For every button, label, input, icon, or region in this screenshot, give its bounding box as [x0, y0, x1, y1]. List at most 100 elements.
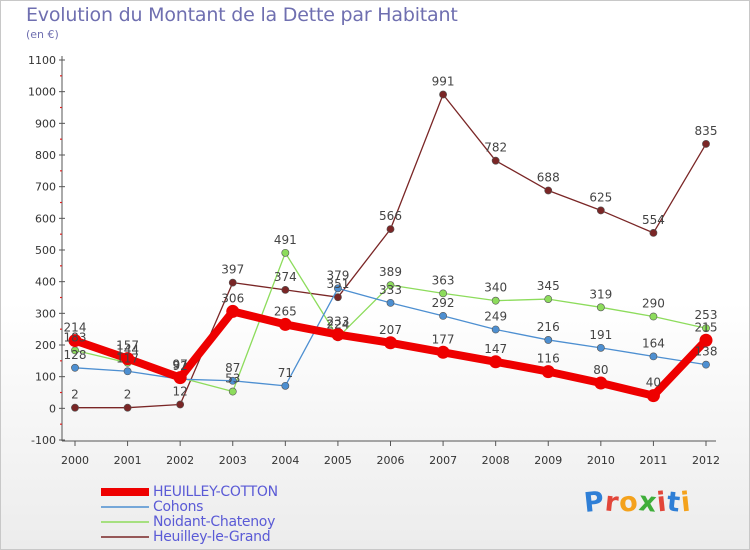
data-label-heuilley-cotton: 116	[537, 352, 560, 366]
data-point-heuilley-le-grand	[334, 293, 342, 302]
data-point-noidant-chatenoy	[702, 324, 710, 333]
data-label-cohons: 138	[695, 345, 718, 359]
data-label-heuilley-le-grand: 835	[695, 124, 718, 138]
data-point-heuilley-le-grand	[71, 403, 79, 412]
y-tick-label: 100	[35, 371, 56, 384]
data-label-heuilley-cotton: 40	[646, 376, 661, 390]
data-label-heuilley-le-grand: 782	[484, 141, 507, 155]
x-tick-label: 2011	[639, 454, 667, 467]
data-label-heuilley-cotton: 207	[379, 323, 402, 337]
data-label-noidant-chatenoy: 363	[432, 273, 455, 287]
data-label-noidant-chatenoy: 491	[274, 233, 297, 247]
chart-legend: HEUILLEY-COTTON Cohons Noidant-Chatenoy …	[100, 484, 400, 545]
data-point-cohons	[491, 325, 500, 334]
legend-swatch-heuilley-cotton	[101, 488, 149, 496]
x-tick-label: 2012	[692, 454, 720, 467]
data-label-heuilley-cotton: 157	[116, 339, 139, 353]
data-point-noidant-chatenoy	[228, 387, 237, 396]
data-label-heuilley-cotton: 306	[221, 291, 244, 305]
legend-item-heuilley-cotton: HEUILLEY-COTTON	[100, 484, 400, 500]
legend-label-heuilley-cotton: HEUILLEY-COTTON	[153, 484, 278, 500]
data-point-heuilley-cotton	[594, 376, 608, 390]
data-label-heuilley-le-grand: 2	[124, 388, 132, 402]
data-label-heuilley-le-grand: 554	[642, 213, 665, 227]
data-point-noidant-chatenoy	[281, 248, 290, 257]
data-label-noidant-chatenoy: 389	[379, 265, 402, 279]
legend-label-heuilley-le-grand: Heuilley-le-Grand	[153, 529, 271, 545]
data-point-heuilley-cotton	[331, 328, 345, 342]
data-label-heuilley-le-grand: 374	[274, 270, 297, 284]
data-point-heuilley-cotton	[489, 355, 503, 369]
y-tick-label: 200	[35, 339, 56, 352]
data-point-heuilley-le-grand	[123, 403, 132, 412]
legend-swatch-noidant-chatenoy	[101, 521, 149, 523]
data-label-cohons: 71	[278, 366, 293, 380]
y-tick-label: 500	[35, 244, 56, 257]
data-point-cohons	[386, 298, 395, 307]
data-label-cohons: 216	[537, 320, 560, 334]
data-point-noidant-chatenoy	[596, 303, 605, 312]
data-label-noidant-chatenoy: 144	[116, 343, 139, 357]
data-label-cohons: 379	[326, 268, 349, 282]
x-tick-label: 2005	[324, 454, 352, 467]
data-label-cohons: 292	[432, 296, 455, 310]
data-point-heuilley-cotton	[121, 352, 135, 366]
x-tick-label: 2002	[166, 454, 194, 467]
data-point-heuilley-le-grand	[544, 186, 553, 195]
proxiti-logo: Proxiti	[582, 486, 694, 519]
data-point-heuilley-cotton	[384, 336, 397, 350]
data-point-noidant-chatenoy	[439, 289, 447, 298]
chart-axes: -100 0 100 200 300 400 500 600 700 800 900 1000 1100…	[28, 54, 720, 467]
data-point-heuilley-le-grand	[228, 278, 237, 287]
legend-swatch-heuilley-le-grand	[101, 536, 149, 538]
y-tick-label: -100	[31, 434, 56, 447]
x-tick-label: 2006	[377, 454, 405, 467]
data-label-heuilley-cotton: 265	[274, 304, 297, 318]
x-tick-label: 2009	[534, 454, 562, 467]
data-point-cohons	[702, 360, 710, 369]
data-point-heuilley-cotton	[699, 333, 713, 347]
x-tick-label: 2000	[61, 454, 89, 467]
x-tick-label: 2004	[271, 454, 299, 467]
data-label-heuilley-cotton: 147	[484, 342, 507, 356]
y-tick-label: 400	[35, 276, 56, 289]
chart-series	[68, 90, 713, 412]
data-label-heuilley-le-grand: 397	[221, 263, 244, 277]
data-label-cohons: 333	[379, 283, 402, 297]
data-label-heuilley-cotton: 80	[593, 363, 608, 377]
data-point-cohons	[228, 376, 237, 385]
data-point-heuilley-cotton	[68, 334, 82, 348]
data-point-cohons	[439, 311, 447, 320]
data-label-noidant-chatenoy: 319	[589, 287, 612, 301]
data-label-heuilley-cotton: 97	[173, 358, 188, 372]
data-label-heuilley-cotton: 233	[326, 315, 349, 329]
y-tick-label: 300	[35, 307, 56, 320]
data-label-cohons: 164	[642, 336, 665, 350]
data-label-noidant-chatenoy: 97	[173, 358, 188, 372]
y-tick-label: 1100	[28, 54, 56, 67]
legend-item-noidant-chatenoy: Noidant-Chatenoy	[100, 514, 400, 530]
data-label-cohons: 117	[116, 351, 139, 365]
y-tick-label: 900	[35, 117, 56, 130]
data-label-heuilley-le-grand: 351	[326, 277, 349, 291]
data-point-cohons	[596, 343, 605, 352]
y-tick-label: 600	[35, 212, 56, 225]
y-tick-label: 800	[35, 149, 56, 162]
y-tick-label: 700	[35, 181, 56, 194]
data-label-noidant-chatenoy: 340	[484, 281, 507, 295]
data-label-noidant-chatenoy: 224	[326, 317, 349, 331]
data-label-heuilley-le-grand: 688	[537, 170, 560, 184]
legend-swatch-cohons	[101, 506, 149, 508]
data-point-heuilley-cotton	[541, 365, 555, 379]
data-label-noidant-chatenoy: 253	[695, 308, 718, 322]
logo-letter: i	[679, 486, 694, 519]
data-point-heuilley-le-grand	[176, 400, 185, 409]
data-point-heuilley-cotton	[173, 371, 187, 385]
data-label-cohons: 128	[64, 348, 87, 362]
legend-label-cohons: Cohons	[153, 499, 204, 515]
data-label-heuilley-le-grand: 566	[379, 209, 402, 223]
legend-item-cohons: Cohons	[100, 499, 400, 515]
data-label-cohons: 87	[225, 361, 240, 375]
data-point-heuilley-cotton	[436, 345, 450, 359]
